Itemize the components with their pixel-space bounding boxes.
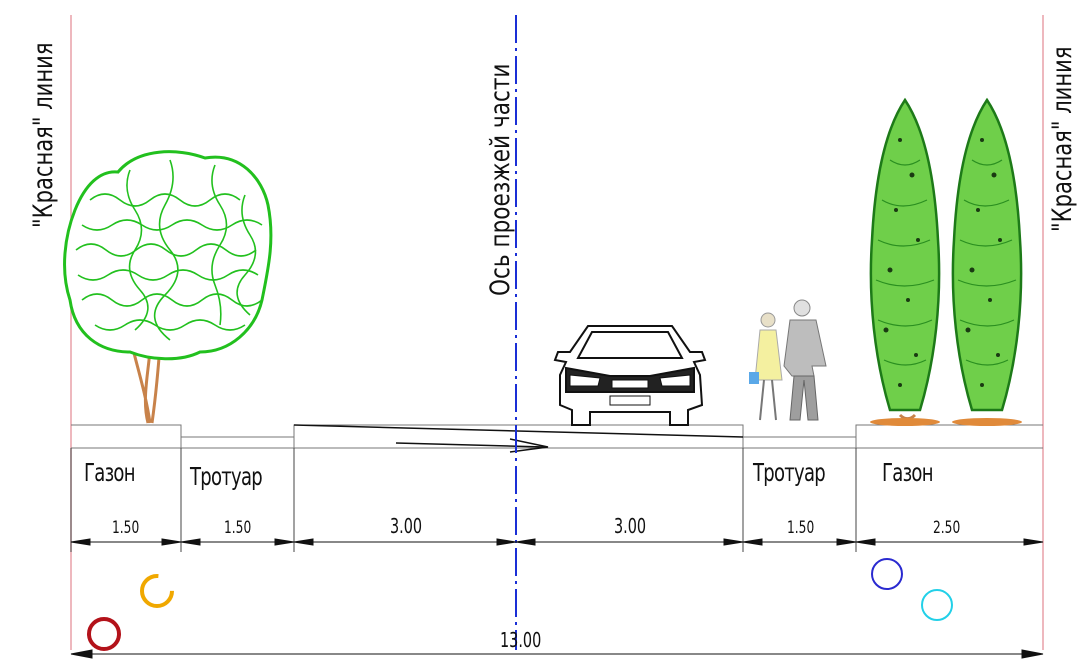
zone-label-sidewalk-left: Тротуар (190, 462, 263, 491)
utility-circle-orange (140, 574, 174, 608)
segment-dimension-line (70, 538, 1044, 546)
cypress-tree-icon (951, 97, 1023, 426)
zone-label-sidewalk-right: Тротуар (753, 458, 826, 487)
utility-circle-cyan (921, 589, 953, 621)
slope-line (293, 424, 744, 438)
pedestrians-icon (749, 299, 827, 421)
road-axis-label: Ось проезжей части (485, 63, 516, 297)
dimension-5: 1.50 (787, 518, 815, 538)
zone-separators (70, 448, 857, 552)
utility-circle-blue (871, 558, 903, 590)
dimension-1: 1.50 (112, 518, 140, 538)
red-line-right-label: "Красная" линия (1047, 46, 1078, 232)
dimension-3: 3.00 (390, 514, 423, 538)
dimension-2: 1.50 (224, 518, 252, 538)
total-dimension-line (70, 649, 1044, 659)
dimension-4: 3.00 (614, 514, 647, 538)
utility-circle-dark-red (87, 617, 121, 651)
red-line-left-label: "Красная" линия (28, 42, 59, 228)
zone-label-lawn-left: Газон (84, 458, 135, 487)
ground-profile (71, 424, 1043, 449)
dimension-6: 2.50 (933, 518, 961, 538)
cypress-tree-icon (869, 97, 941, 426)
car-icon (553, 325, 707, 426)
zone-label-lawn-right: Газон (882, 458, 933, 487)
slope-arrow (395, 438, 549, 453)
dimension-total: 13.00 (500, 628, 542, 652)
deciduous-tree-icon (63, 150, 273, 424)
